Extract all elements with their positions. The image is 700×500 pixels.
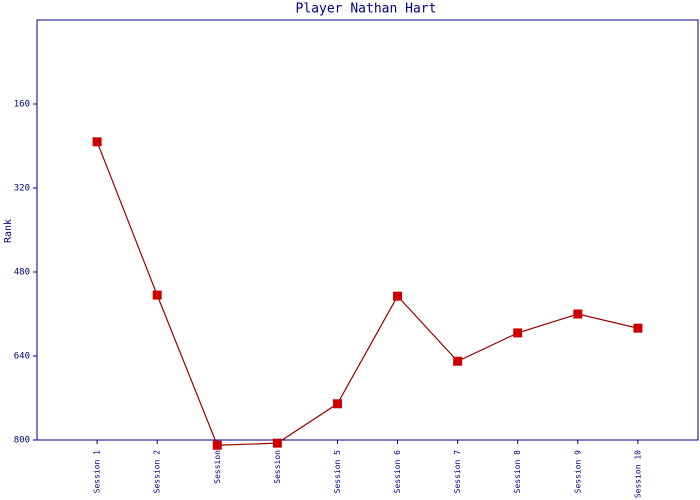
- data-point: [152, 290, 162, 300]
- data-point: [453, 356, 463, 366]
- chart-title: Player Nathan Hart: [296, 2, 437, 17]
- y-tick-label: 320: [14, 184, 30, 194]
- plot-frame: [36, 19, 699, 441]
- data-point: [272, 438, 282, 448]
- x-tick-label: Session 7: [453, 450, 462, 494]
- data-point: [633, 323, 643, 333]
- x-tick-label: Session 9: [573, 450, 582, 494]
- data-point: [332, 399, 342, 409]
- data-point: [513, 328, 523, 338]
- data-point: [92, 137, 102, 147]
- data-point: [393, 291, 403, 301]
- y-axis-label: Rank: [3, 219, 14, 243]
- x-tick-label: Session 10: [633, 450, 642, 498]
- x-tick-label: Session 6: [393, 450, 402, 494]
- y-tick-label: 160: [14, 100, 30, 110]
- x-tick-label: Session 8: [513, 450, 522, 494]
- x-tick-label: Session 2: [153, 450, 162, 494]
- x-tick-label: Session 5: [333, 450, 342, 494]
- y-tick-label: 800: [14, 436, 30, 446]
- x-tick-label: Session: [213, 450, 222, 484]
- series-line: [96, 141, 639, 446]
- data-point: [573, 309, 583, 319]
- y-tick-label: 480: [14, 268, 30, 278]
- x-tick-label: Session: [273, 450, 282, 484]
- data-point: [212, 440, 222, 450]
- y-tick-label: 640: [14, 352, 30, 362]
- x-tick-label: Session 1: [93, 450, 102, 494]
